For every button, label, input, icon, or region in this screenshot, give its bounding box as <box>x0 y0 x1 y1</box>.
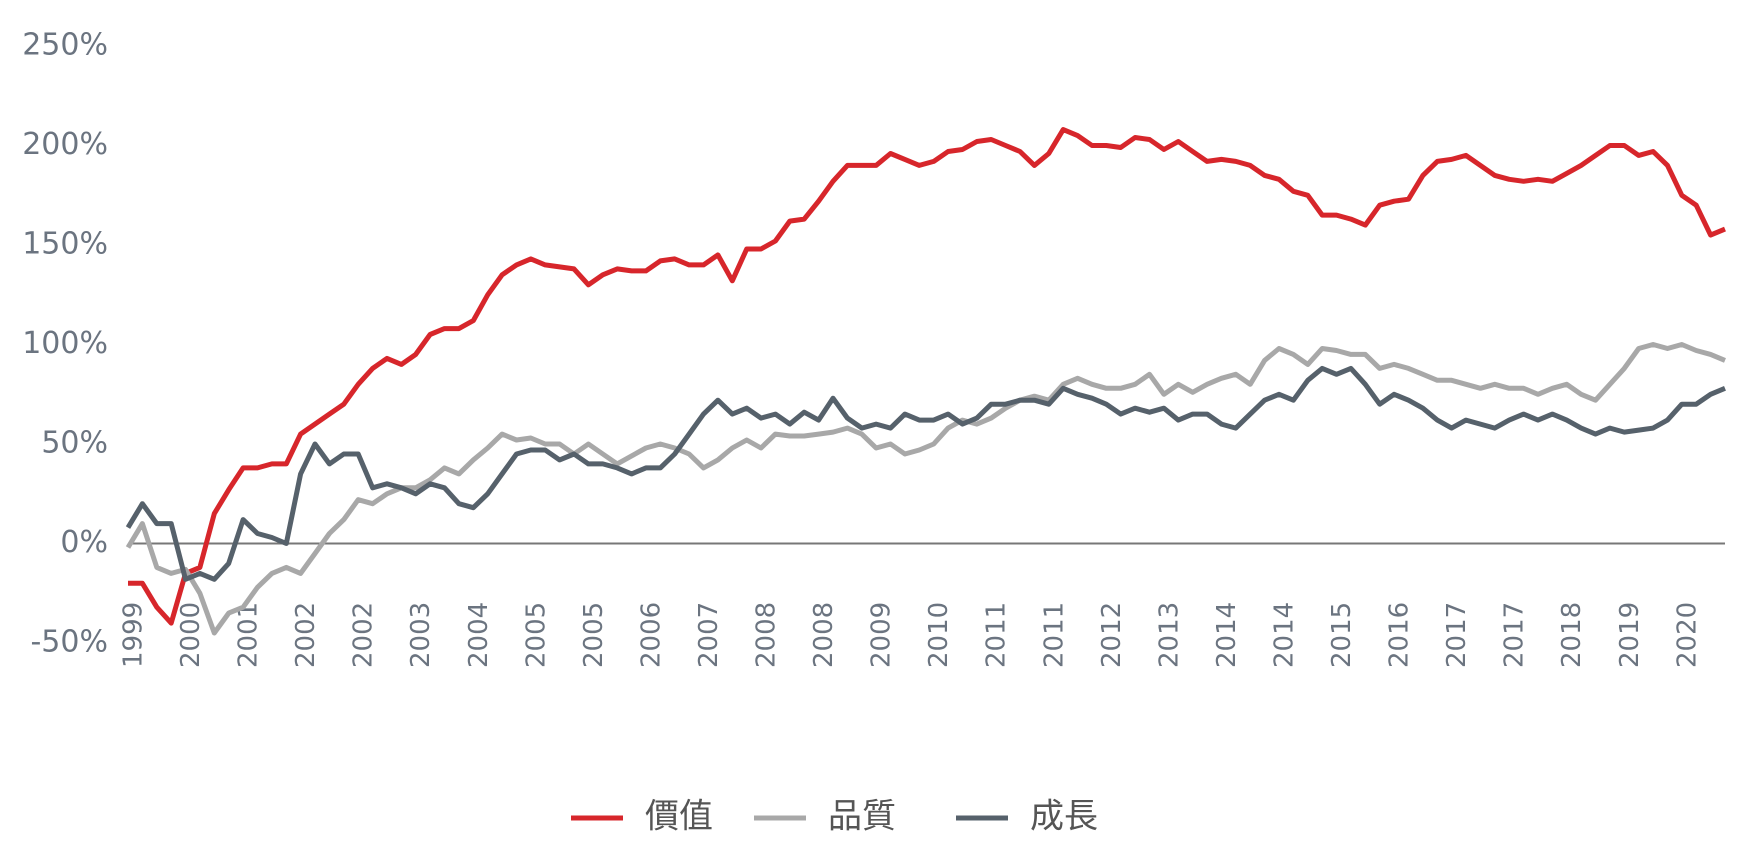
x-tick-label: 1999 <box>119 602 149 668</box>
x-tick-label: 2008 <box>809 602 839 668</box>
x-tick-label: 2013 <box>1154 602 1184 668</box>
y-tick-label: 250% <box>22 28 108 63</box>
x-tick-label: 2011 <box>1039 602 1069 668</box>
x-tick-label: 2012 <box>1097 602 1127 668</box>
y-tick-label: 150% <box>22 227 108 262</box>
series-line <box>125 342 1726 636</box>
x-tick-label: 2000 <box>176 602 206 668</box>
x-tick-label: 2015 <box>1327 602 1357 668</box>
x-tick-label: 2004 <box>464 602 494 668</box>
x-tick-label: 2020 <box>1672 602 1702 668</box>
x-tick-label: 2005 <box>579 602 609 668</box>
y-tick-label: 100% <box>22 326 108 361</box>
legend-label: 成長 <box>1030 797 1098 837</box>
legend-label: 品質 <box>828 797 896 837</box>
x-tick-label: 2002 <box>291 602 321 668</box>
series-line <box>128 127 1726 626</box>
legend-label: 價值 <box>645 797 713 837</box>
x-tick-label: 2016 <box>1385 602 1415 668</box>
x-tick-label: 2017 <box>1442 602 1472 668</box>
x-tick-label: 2017 <box>1500 602 1530 668</box>
x-tick-label: 2018 <box>1557 602 1587 668</box>
x-tick-label: 2005 <box>521 602 551 668</box>
series-line <box>125 365 1726 582</box>
y-tick-label: 50% <box>41 426 108 461</box>
y-tick-label: -50% <box>30 625 108 660</box>
y-tick-label: 200% <box>22 127 108 162</box>
x-tick-label: 2014 <box>1212 602 1242 668</box>
x-tick-label: 2011 <box>982 602 1012 668</box>
x-tick-label: 2001 <box>234 602 264 668</box>
x-tick-label: 2009 <box>867 602 897 668</box>
x-tick-label: 2010 <box>924 602 954 668</box>
y-tick-label: 0% <box>60 525 108 560</box>
x-tick-label: 2006 <box>636 602 666 668</box>
x-tick-label: 2002 <box>349 602 379 668</box>
x-tick-label: 2014 <box>1269 602 1299 668</box>
x-tick-label: 2007 <box>694 602 724 668</box>
x-tick-label: 2008 <box>752 602 782 668</box>
x-tick-label: 2019 <box>1615 602 1645 668</box>
x-tick-label: 2003 <box>406 602 436 668</box>
